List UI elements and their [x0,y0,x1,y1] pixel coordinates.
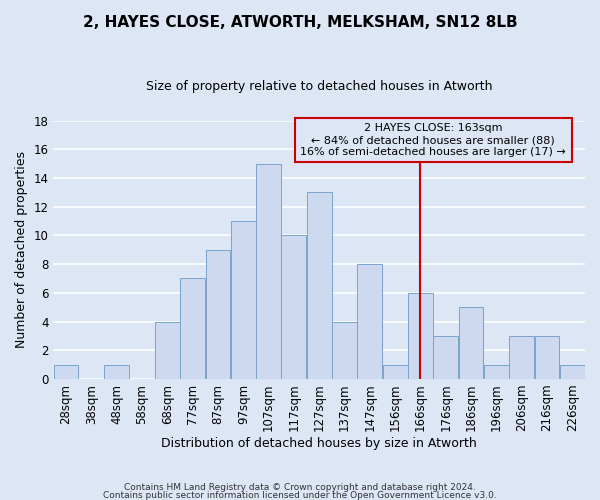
Bar [307,192,332,379]
X-axis label: Distribution of detached houses by size in Atworth: Distribution of detached houses by size … [161,437,477,450]
Bar [256,164,281,379]
Bar [104,364,129,379]
Text: 2, HAYES CLOSE, ATWORTH, MELKSHAM, SN12 8LB: 2, HAYES CLOSE, ATWORTH, MELKSHAM, SN12 … [83,15,517,30]
Bar [206,250,230,379]
Bar [484,364,509,379]
Bar [408,293,433,379]
Bar [433,336,458,379]
Bar [180,278,205,379]
Bar [535,336,559,379]
Title: Size of property relative to detached houses in Atworth: Size of property relative to detached ho… [146,80,493,93]
Bar [458,307,484,379]
Text: Contains HM Land Registry data © Crown copyright and database right 2024.: Contains HM Land Registry data © Crown c… [124,484,476,492]
Bar [358,264,382,379]
Bar [155,322,180,379]
Text: 2 HAYES CLOSE: 163sqm
← 84% of detached houses are smaller (88)
16% of semi-deta: 2 HAYES CLOSE: 163sqm ← 84% of detached … [300,124,566,156]
Bar [332,322,357,379]
Bar [509,336,534,379]
Text: Contains public sector information licensed under the Open Government Licence v3: Contains public sector information licen… [103,490,497,500]
Bar [281,236,306,379]
Bar [53,364,79,379]
Y-axis label: Number of detached properties: Number of detached properties [15,152,28,348]
Bar [560,364,585,379]
Bar [383,364,407,379]
Bar [231,221,256,379]
